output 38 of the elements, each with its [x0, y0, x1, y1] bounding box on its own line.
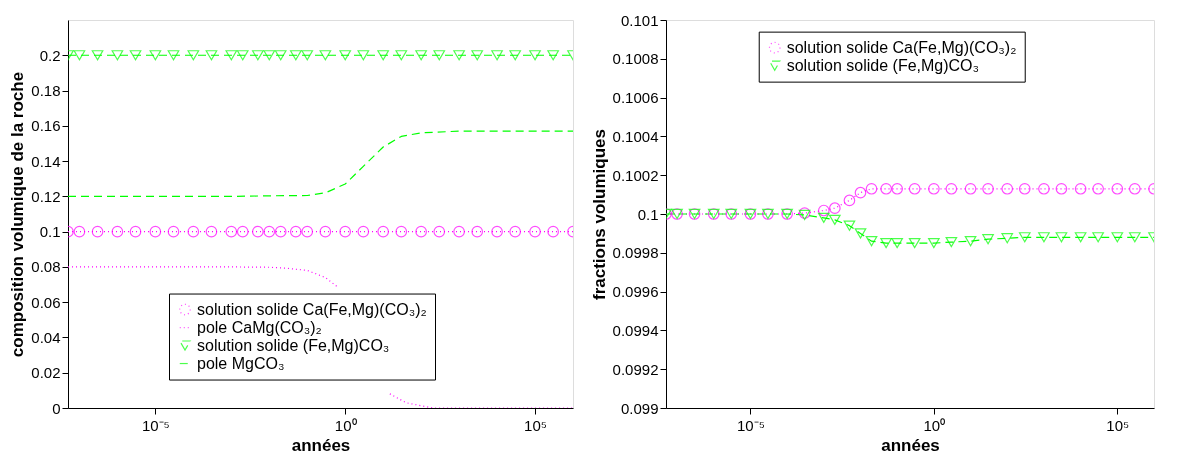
x-tick-label: 10⁵ [524, 416, 547, 434]
x-tick-label: 10⁰ [334, 416, 357, 434]
y-tick-label: 0.16 [31, 117, 61, 135]
y-tick-label: 0.1008 [612, 50, 659, 68]
y-tick-label: 0.101 [620, 11, 659, 29]
legend-label: pole CaMg(CO₃)₂ [197, 318, 322, 336]
legend-label: solution solide Ca(Fe,Mg)(CO₃)₂ [197, 300, 427, 318]
y-tick-label: 0.04 [31, 328, 61, 346]
y-tick-label: 0.1004 [612, 127, 659, 145]
y-axis-title: composition volumique de la roche [8, 71, 28, 358]
x-tick-label: 10⁻⁵ [141, 416, 170, 434]
legend-label: solution solide (Fe,Mg)CO₃ [786, 56, 980, 74]
y-tick-label: 0.0996 [612, 283, 659, 301]
y-tick-label: 0.1 [637, 205, 659, 223]
x-tick-label: 10⁻⁵ [736, 416, 765, 434]
y-tick-label: 0.06 [31, 293, 61, 311]
y-tick-label: 0 [52, 399, 61, 417]
y-tick-label: 0.12 [31, 187, 61, 205]
x-tick-label: 10⁰ [923, 416, 946, 434]
x-axis-title: années [291, 435, 351, 455]
legend-label: solution solide Ca(Fe,Mg)(CO₃)₂ [786, 38, 1017, 56]
y-tick-label: 0.14 [31, 152, 61, 170]
y-tick-label: 0.2 [39, 46, 61, 64]
y-tick-label: 0.1002 [612, 166, 659, 184]
y-tick-label: 0.0992 [612, 360, 659, 378]
legend-label: solution solide (Fe,Mg)CO₃ [197, 336, 390, 354]
y-axis-title: fractions volumiques [589, 129, 609, 300]
y-tick-label: 0.099 [620, 399, 659, 417]
y-tick-label: 0.18 [31, 82, 61, 100]
y-tick-label: 0.1006 [612, 89, 659, 107]
x-tick-label: 10⁵ [1106, 416, 1130, 434]
y-tick-label: 0.08 [31, 258, 61, 276]
legend-label: pole MgCO₃ [197, 354, 285, 372]
y-tick-label: 0.0998 [612, 244, 659, 262]
y-tick-label: 0.02 [31, 364, 61, 382]
y-tick-label: 0.1 [39, 223, 61, 241]
y-tick-label: 0.0994 [612, 321, 659, 339]
x-axis-title: années [881, 435, 940, 455]
